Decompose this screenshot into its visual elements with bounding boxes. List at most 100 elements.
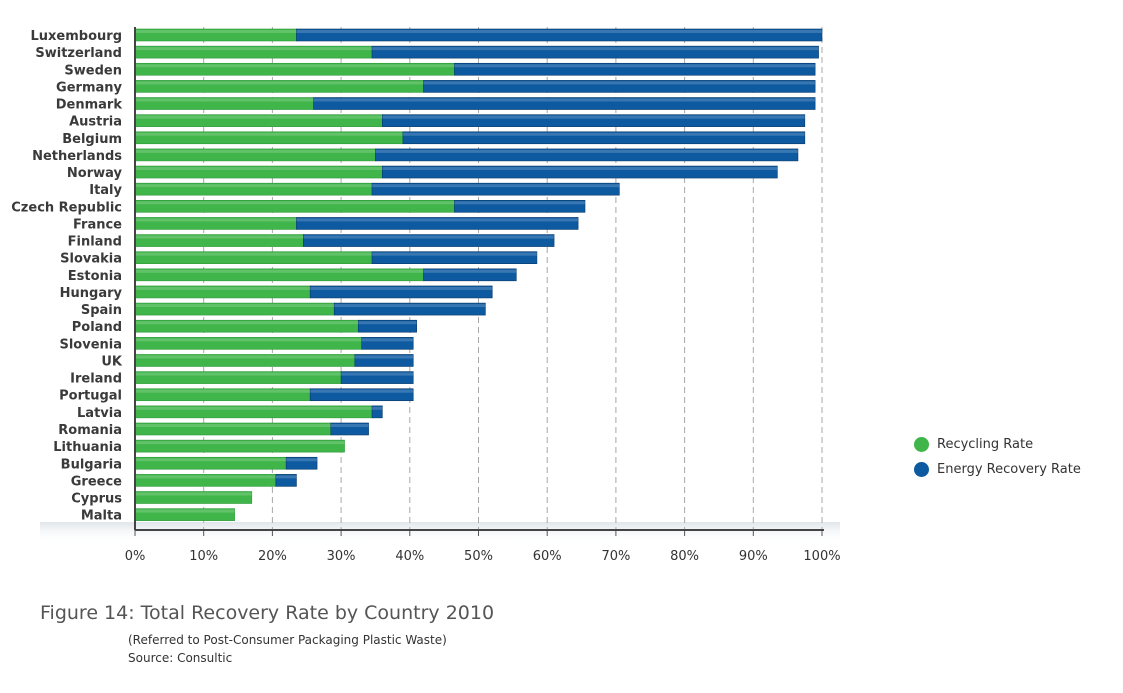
category-label: Portugal (59, 389, 122, 404)
recovery-rate-chart: Luxembourg Switzerland Sweden Germany Denmar… (11, 27, 841, 564)
bar-segment-energy-recovery (296, 217, 579, 230)
bar-highlight (135, 218, 297, 222)
category-label: Ireland (70, 372, 122, 387)
bar-highlight (135, 201, 455, 205)
bar-segment-energy-recovery (303, 234, 555, 247)
bars (134, 28, 823, 521)
category-label: Greece (71, 474, 122, 489)
bar-highlight (382, 115, 805, 119)
bar-highlight (135, 423, 331, 427)
bar-segment-energy-recovery (454, 62, 816, 76)
bar-segment-energy-recovery (330, 422, 369, 436)
category-label: Lithuania (53, 440, 122, 455)
bar-highlight (135, 441, 345, 445)
bar-segment-energy-recovery (309, 285, 493, 299)
bar-highlight (135, 372, 342, 376)
category-label: Norway (67, 166, 123, 181)
bar-highlight (135, 30, 297, 33)
bar-highlight (310, 389, 414, 393)
bar-highlight (135, 406, 373, 410)
category-label: Denmark (56, 98, 123, 113)
category-label: Spain (81, 303, 122, 318)
bar-highlight (423, 81, 816, 85)
bar-segment-energy-recovery (361, 337, 414, 350)
bar-highlight (296, 30, 822, 33)
bar-highlight (372, 252, 537, 256)
figure-caption: Figure 14: Total Recovery Rate by Countr… (40, 602, 495, 624)
bar-highlight (135, 389, 311, 393)
legend-item-energy-recovery: Energy Recovery Rate (914, 457, 1081, 482)
category-label: Romania (58, 423, 122, 438)
category-label: Slovakia (60, 252, 122, 267)
bar-highlight (135, 252, 373, 256)
bar-highlight (275, 475, 297, 479)
x-tick-label: 40% (395, 549, 424, 564)
bar-highlight (135, 509, 235, 513)
bar-segment-energy-recovery (275, 474, 297, 487)
x-tick-label: 60% (533, 549, 562, 564)
category-label: Hungary (60, 286, 123, 301)
bar-highlight (372, 184, 620, 188)
legend-label-recycling: Recycling Rate (937, 437, 1034, 452)
bar-highlight (372, 47, 819, 51)
axes (134, 27, 824, 531)
category-label: Cyprus (71, 492, 122, 507)
bar-highlight (296, 218, 579, 222)
bar-segment-energy-recovery (382, 114, 806, 127)
bar-highlight (361, 338, 414, 342)
bar-highlight (135, 81, 424, 85)
bar-highlight (135, 321, 359, 325)
bar-segment-energy-recovery (371, 251, 538, 264)
category-label: Latvia (77, 406, 122, 421)
category-label: Netherlands (32, 149, 122, 164)
category-label: Belgium (62, 132, 122, 147)
category-label: Italy (89, 183, 122, 198)
bar-highlight (135, 475, 276, 479)
bar-highlight (135, 132, 403, 136)
x-tick-label: 70% (601, 549, 630, 564)
bar-highlight (135, 167, 383, 171)
x-tick-label: 90% (739, 549, 768, 564)
bar-highlight (313, 98, 816, 102)
bar-segment-energy-recovery (371, 182, 620, 196)
category-label: UK (101, 354, 123, 369)
bar-highlight (135, 64, 455, 68)
bar-segment-energy-recovery (354, 354, 414, 367)
bar-highlight (135, 235, 304, 239)
category-label: Slovenia (59, 337, 122, 352)
bar-highlight (286, 458, 318, 462)
bar-highlight (454, 201, 585, 205)
category-label: Estonia (68, 269, 122, 284)
bar-segment-energy-recovery (285, 456, 318, 470)
bar-highlight (303, 235, 555, 239)
bar-highlight (135, 492, 252, 496)
category-labels: Luxembourg Switzerland Sweden Germany Denmar… (11, 29, 123, 524)
bar-highlight (372, 406, 383, 410)
bar-segment-energy-recovery (333, 302, 486, 316)
bar-highlight (330, 423, 369, 427)
category-label: Poland (72, 320, 122, 335)
category-label: Czech Republic (11, 200, 122, 215)
bar-highlight (402, 132, 805, 136)
bar-highlight (454, 64, 816, 68)
category-label: Malta (81, 509, 122, 524)
figure-note: (Referred to Post-Consumer Packaging Pla… (128, 633, 447, 647)
bar-highlight (354, 355, 414, 359)
category-label: Bulgaria (61, 457, 122, 472)
bar-segment-energy-recovery (340, 371, 414, 384)
bar-highlight (135, 47, 373, 51)
bar-segment-energy-recovery (357, 319, 417, 333)
bar-highlight (334, 304, 486, 308)
x-tick-label: 80% (670, 549, 699, 564)
bar-segment-energy-recovery (382, 165, 778, 179)
x-tick-labels: 0% 10% 20% 30% 40% 50% 60% 70% 80% 90% 100% (125, 530, 841, 564)
legend-dot-energy-recovery (914, 462, 929, 477)
bar-highlight (358, 321, 417, 325)
bar-segment-energy-recovery (423, 80, 816, 93)
bar-highlight (135, 98, 314, 102)
legend-item-recycling: Recycling Rate (914, 432, 1081, 457)
x-tick-label: 30% (327, 549, 356, 564)
bar-segment-energy-recovery (296, 28, 823, 42)
category-label: Sweden (64, 63, 122, 78)
legend-dot-recycling (914, 437, 929, 452)
